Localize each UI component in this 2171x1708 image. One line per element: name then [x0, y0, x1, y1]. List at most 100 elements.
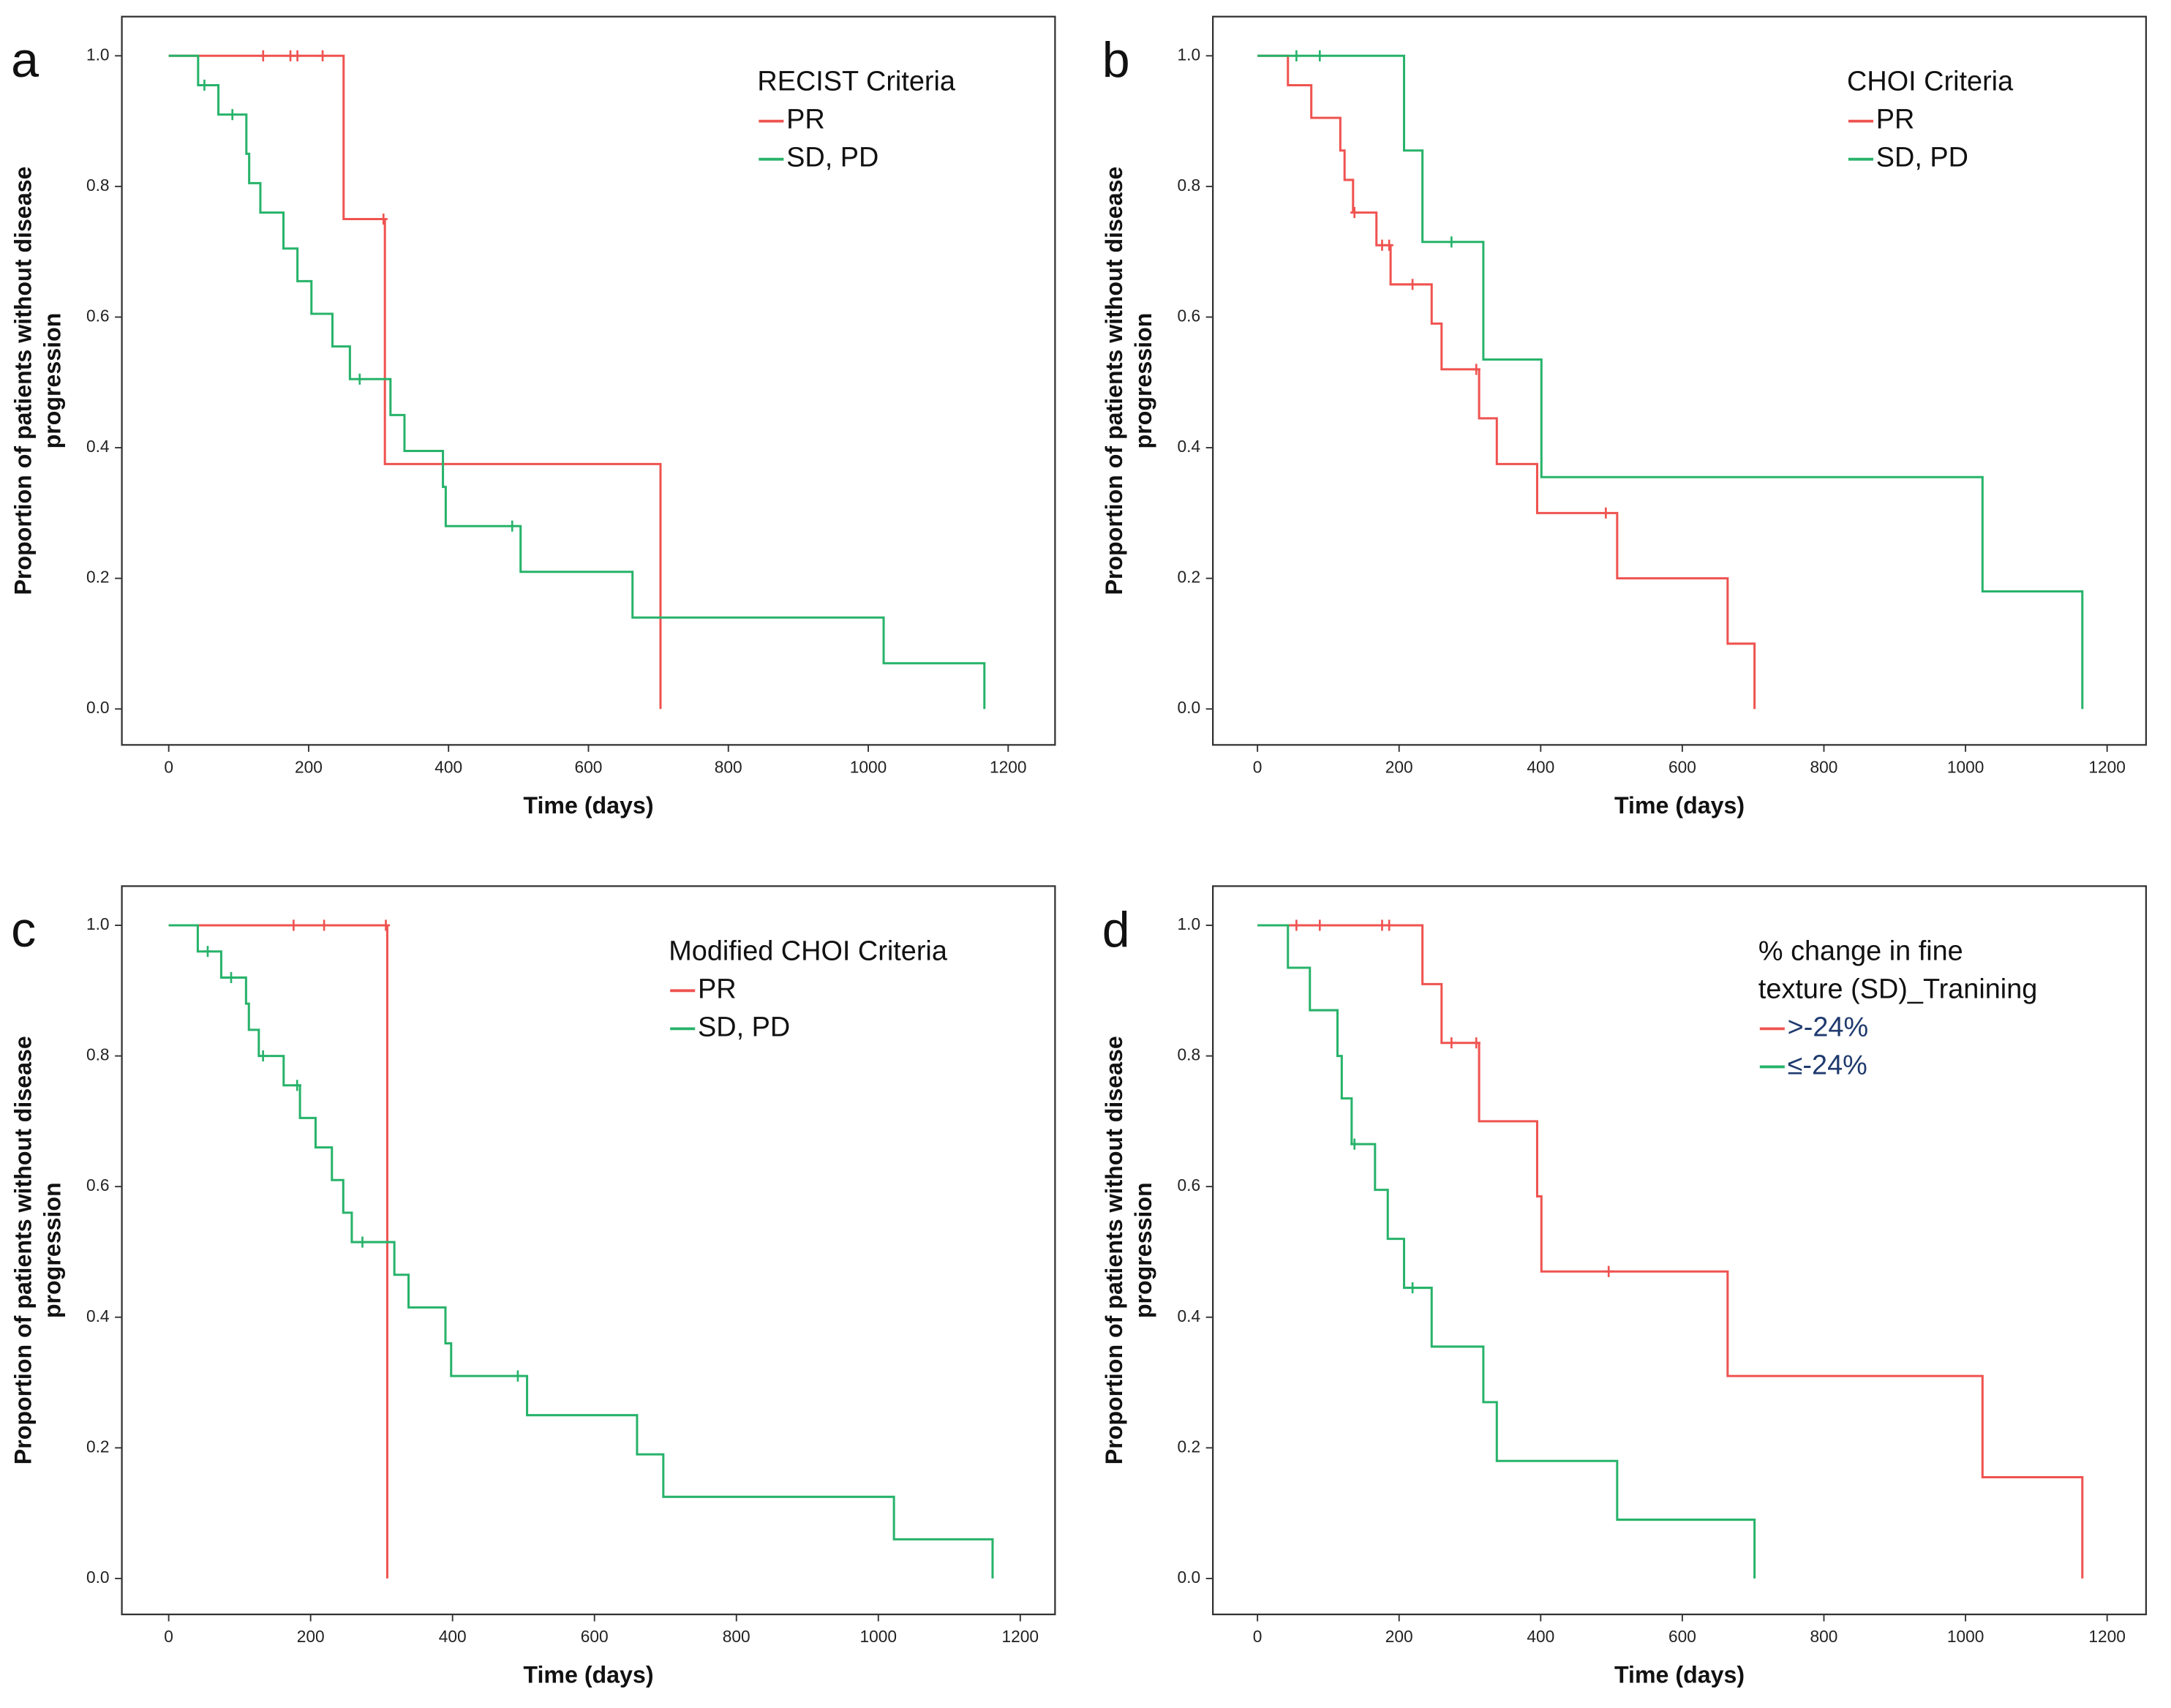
y-tick-label: 0.8	[1178, 176, 1201, 195]
y-tick-label: 0.4	[86, 437, 110, 456]
x-tick-label: 0	[164, 758, 173, 777]
censor-mark	[1601, 507, 1611, 519]
legend-title: texture (SD)_Tranining	[1758, 974, 2037, 1004]
x-tick-label: 1000	[860, 1627, 898, 1646]
survival-curve	[1257, 54, 1756, 710]
y-tick-label: 0.6	[86, 1175, 110, 1195]
survival-curve	[1257, 54, 2084, 710]
y-tick-label: 0.4	[1178, 437, 1201, 456]
censor-mark	[1350, 1138, 1359, 1150]
panel-label: b	[1102, 32, 1130, 88]
censor-mark	[1385, 919, 1393, 931]
x-tick-label: 1000	[850, 758, 887, 777]
legend-label: PR	[1876, 105, 1915, 135]
censor-mark	[1315, 919, 1324, 931]
y-tick-label: 0.8	[86, 176, 110, 195]
x-tick-label: 1200	[990, 758, 1027, 777]
x-axis-label: Time (days)	[523, 792, 653, 819]
y-tick-label: 0.6	[1178, 1175, 1201, 1195]
x-tick-label: 400	[434, 758, 462, 777]
plot-frame	[121, 885, 1056, 1616]
panel-label: d	[1102, 902, 1130, 958]
y-tick-label: 0.8	[86, 1045, 110, 1064]
y-tick-label: 1.0	[1178, 45, 1201, 64]
censor-mark	[381, 919, 391, 931]
censor-mark	[228, 109, 237, 121]
survival-curve	[168, 924, 994, 1579]
y-tick-label: 1.0	[86, 914, 110, 933]
censor-mark	[1315, 50, 1324, 61]
censor-mark	[1377, 919, 1387, 931]
censor-mark	[379, 213, 388, 225]
y-tick-label: 0.2	[1178, 1437, 1201, 1456]
y-axis-label: progression	[39, 1182, 65, 1318]
x-tick-label: 400	[439, 1627, 467, 1646]
chart-panel: 0 200 400 600 800 1000 1200 0.0 0.2 0.4 0.6 0.8 1.0 T…	[1101, 885, 2148, 1688]
y-tick-label: 0.0	[1178, 1568, 1201, 1587]
censor-mark	[1292, 919, 1301, 931]
y-tick-label: 0.0	[86, 1568, 110, 1587]
censor-mark	[1447, 236, 1456, 248]
censor-mark	[513, 1370, 522, 1382]
legend-label: ≤-24%	[1788, 1050, 1867, 1080]
y-tick-label: 0.0	[1178, 698, 1201, 717]
x-tick-label: 1000	[1947, 1627, 1984, 1646]
legend-label: PR	[698, 974, 737, 1004]
censor-mark	[1472, 364, 1480, 375]
x-tick-label: 0	[1253, 758, 1263, 777]
x-axis-label: Time (days)	[1614, 792, 1745, 819]
chart-panel: 0 200 400 600 800 1000 1200 0.0 0.2 0.4 0.6 0.8 1.0 T…	[10, 15, 1056, 819]
y-axis-label: Proportion of patients without disease	[1101, 167, 1127, 595]
survival-curve	[168, 54, 662, 710]
x-tick-label: 600	[575, 758, 603, 777]
survival-curve	[168, 54, 986, 710]
censor-mark	[1604, 1265, 1613, 1277]
x-tick-label: 800	[1810, 1627, 1838, 1646]
plot-frame	[1212, 885, 2148, 1616]
censor-mark	[1447, 1037, 1456, 1049]
x-tick-label: 1200	[1002, 1627, 1039, 1646]
censor-mark	[293, 1080, 301, 1091]
legend-label: SD, PD	[698, 1012, 790, 1042]
x-tick-label: 1200	[2088, 1627, 2126, 1646]
legend-label: PR	[786, 105, 825, 135]
y-tick-label: 0.8	[1178, 1045, 1201, 1064]
censor-mark	[259, 50, 268, 61]
x-tick-label: 800	[723, 1627, 750, 1646]
legend-title: % change in fine	[1758, 936, 1963, 966]
censor-mark	[200, 79, 209, 91]
censor-mark	[1472, 1037, 1480, 1049]
x-tick-label: 600	[581, 1627, 609, 1646]
x-tick-label: 1200	[2088, 758, 2126, 777]
x-axis-label: Time (days)	[523, 1662, 653, 1688]
legend-title: RECIST Criteria	[757, 67, 956, 97]
y-tick-label: 0.4	[1178, 1306, 1201, 1325]
censor-mark	[1385, 239, 1393, 251]
survival-curve	[168, 924, 388, 1579]
censor-mark	[289, 919, 298, 931]
y-axis-label: Proportion of patients without disease	[10, 167, 37, 595]
y-axis-label: progression	[1130, 313, 1156, 449]
censor-mark	[320, 919, 328, 931]
y-tick-label: 0.2	[1178, 568, 1201, 587]
censor-mark	[355, 373, 364, 385]
chart-panel: 0 200 400 600 800 1000 1200 0.0 0.2 0.4 0.6 0.8 1.0 T…	[1101, 15, 2148, 819]
censor-mark	[1377, 239, 1387, 251]
x-tick-label: 200	[1385, 758, 1413, 777]
y-axis-label: progression	[39, 313, 65, 449]
censor-mark	[227, 971, 236, 983]
y-axis-label: progression	[1130, 1182, 1156, 1318]
x-tick-label: 600	[1668, 758, 1696, 777]
x-tick-label: 200	[297, 1627, 325, 1646]
censor-mark	[1292, 50, 1301, 61]
y-axis-label: Proportion of patients without disease	[10, 1036, 37, 1464]
censor-mark	[286, 50, 295, 61]
x-tick-label: 600	[1668, 1627, 1696, 1646]
y-tick-label: 0.0	[86, 698, 110, 717]
x-tick-label: 0	[164, 1627, 173, 1646]
x-tick-label: 1000	[1947, 758, 1984, 777]
y-axis-label: Proportion of patients without disease	[1101, 1036, 1127, 1464]
x-tick-label: 200	[1385, 1627, 1413, 1646]
legend-title: Modified CHOI Criteria	[669, 936, 948, 966]
